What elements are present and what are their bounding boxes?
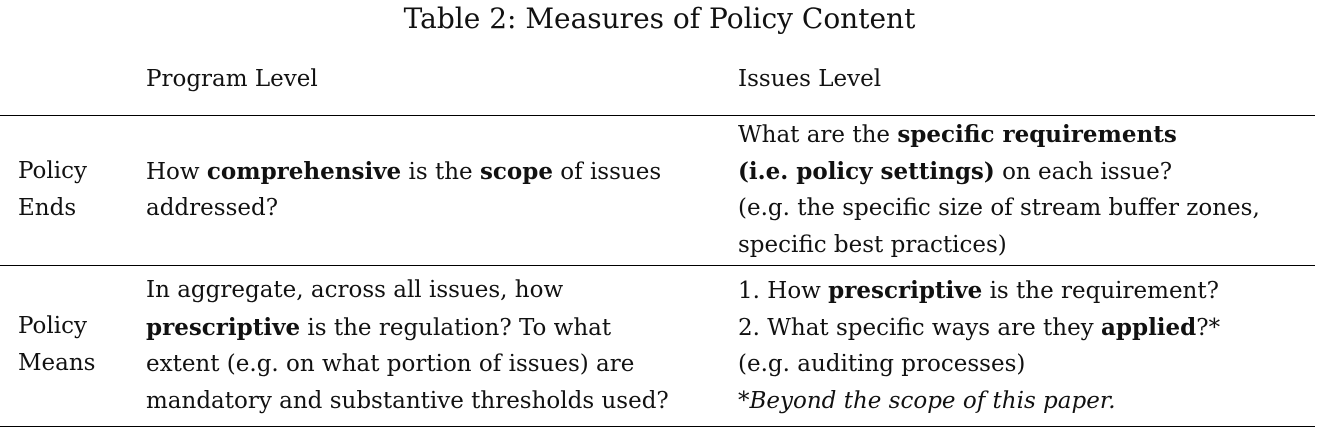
- cell-line: How comprehensive is the scope of issues: [146, 153, 661, 190]
- cell-line: 2. What specific ways are they applied?*: [738, 309, 1220, 346]
- text-run: (e.g. auditing processes): [738, 351, 1026, 377]
- row-label-policy-means: Policy Means: [18, 308, 96, 382]
- text-run: is the requirement?: [982, 278, 1219, 304]
- text-run: of issues: [552, 159, 662, 185]
- text-run: on each issue?: [994, 159, 1173, 185]
- italic-text: *Beyond the scope of this paper.: [738, 388, 1116, 414]
- cell-line: (e.g. the specific size of stream buffer…: [738, 190, 1260, 227]
- row-label-policy-ends: Policy Ends: [18, 153, 87, 227]
- cell-line: prescriptive is the regulation? To what: [146, 309, 669, 346]
- cell-line: (i.e. policy settings) on each issue?: [738, 153, 1260, 190]
- bold-text: prescriptive: [828, 277, 983, 304]
- cell-line: mandatory and substantive thresholds use…: [146, 383, 669, 420]
- text-run: specific best practices): [738, 232, 1007, 258]
- row-label-line: Means: [18, 350, 96, 376]
- text-run: 1. How: [738, 278, 829, 304]
- header-issues-level: Issues Level: [738, 66, 882, 92]
- policy-ends-program-cell: How comprehensive is the scope of issues…: [146, 153, 661, 227]
- bold-text: comprehensive: [206, 158, 402, 185]
- cell-line: (e.g. auditing processes): [738, 346, 1220, 383]
- table-caption: Table 2: Measures of Policy Content: [403, 2, 916, 35]
- text-run: is the regulation? To what: [300, 315, 612, 341]
- text-run: How: [146, 159, 207, 185]
- header-program-level: Program Level: [146, 66, 318, 92]
- bold-text: scope: [479, 158, 553, 185]
- row-label-line: Policy: [18, 313, 87, 339]
- text-run: addressed?: [146, 195, 279, 221]
- cell-line: specific best practices): [738, 227, 1260, 264]
- header-rule: [0, 115, 1315, 116]
- text-run: mandatory and substantive thresholds use…: [146, 388, 669, 414]
- text-run: In aggregate, across all issues, how: [146, 277, 564, 303]
- cell-line: 1. How prescriptive is the requirement?: [738, 272, 1220, 309]
- text-run: ?*: [1196, 315, 1221, 341]
- row-rule: [0, 265, 1315, 266]
- cell-line: extent (e.g. on what portion of issues) …: [146, 346, 669, 383]
- policy-means-program-cell: In aggregate, across all issues, how pres…: [146, 272, 669, 420]
- bottom-rule: [0, 426, 1315, 427]
- text-run: 2. What specific ways are they: [738, 315, 1101, 341]
- row-label-line: Ends: [18, 195, 77, 221]
- policy-ends-issues-cell: What are the specific requirements (i.e. …: [738, 116, 1260, 264]
- text-run: What are the: [738, 122, 898, 148]
- cell-line: What are the specific requirements: [738, 116, 1260, 153]
- bold-text: (i.e. policy settings): [738, 158, 995, 185]
- text-run: extent (e.g. on what portion of issues) …: [146, 351, 635, 377]
- policy-means-issues-cell: 1. How prescriptive is the requirement? 2…: [738, 272, 1220, 420]
- bold-text: prescriptive: [146, 314, 301, 341]
- text-run: (e.g. the specific size of stream buffer…: [738, 195, 1260, 221]
- cell-line: In aggregate, across all issues, how: [146, 272, 669, 309]
- cell-line: *Beyond the scope of this paper.: [738, 383, 1220, 420]
- row-label-line: Policy: [18, 158, 87, 184]
- bold-text: specific requirements: [897, 121, 1177, 148]
- cell-line: addressed?: [146, 190, 661, 227]
- text-run: is the: [401, 159, 480, 185]
- bold-text: applied: [1101, 314, 1197, 341]
